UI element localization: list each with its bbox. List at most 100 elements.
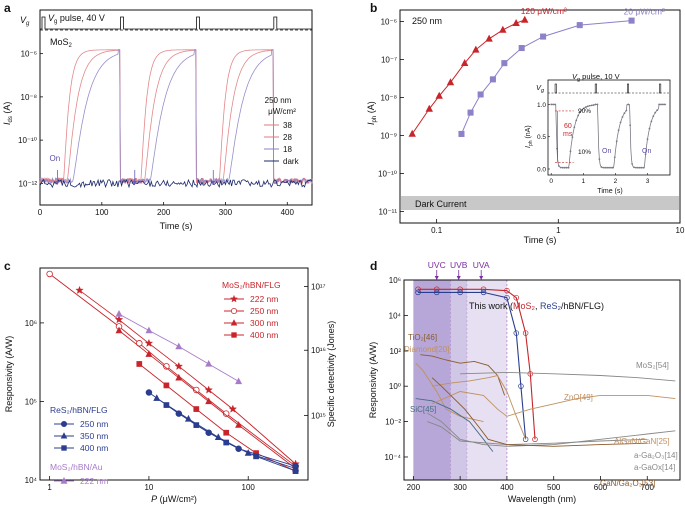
panel-c: c 1 10 100 10⁴ 10⁵ 10⁶ 10¹⁵ 10¹⁶ 10¹⁷ MoS₂/hBN/F…	[4, 259, 336, 504]
c-point	[163, 382, 170, 389]
b-inset-pt	[617, 129, 620, 132]
a-legend-title-2: μW/cm²	[268, 107, 296, 116]
d-this-work-marker	[522, 436, 529, 443]
a-ytick-label: 10⁻⁶	[21, 50, 37, 59]
b-inset-vg: Vg	[536, 83, 545, 94]
a-curve-38	[39, 49, 313, 185]
d-literature-line	[431, 391, 676, 417]
d-ytick-label: 10²	[389, 347, 401, 356]
d-literature-line	[415, 362, 484, 423]
c-point	[75, 285, 84, 294]
c-point	[175, 373, 183, 381]
a-axes: 0 100 200 300 400 10⁻¹² 10⁻¹⁰ 10⁻⁸ 10⁻⁶	[18, 50, 294, 217]
d-literature-label: Diamond[20]	[404, 345, 449, 354]
b-inset-pt	[652, 115, 655, 118]
b-inset-pt	[592, 104, 595, 106]
panel-a: a Vg Vg pulse, 40 V MoS2 0 100 200 300 400 10…	[2, 1, 313, 231]
b-inset-10: 10%	[578, 149, 591, 156]
b-point	[408, 129, 416, 137]
c-legend-label: 250 nm	[80, 419, 108, 429]
c-point	[204, 385, 213, 394]
b-ytick-label: 10⁻⁷	[381, 55, 397, 64]
b-inset-pt	[586, 105, 589, 108]
b-point	[628, 17, 635, 24]
b-inset-pt	[611, 166, 614, 169]
d-this-work-line	[418, 288, 536, 440]
c-legend-group1: MoS₂/hBN/FLG	[222, 280, 281, 290]
b-inset-pt	[610, 166, 612, 169]
d-band-UVB	[450, 280, 468, 480]
b-inset-pt	[621, 116, 624, 118]
c-legend-marker	[60, 420, 68, 428]
b-inset-xtick-label: 2	[614, 178, 618, 185]
d-literature-label: AlGaN/GaN[25]	[614, 437, 670, 446]
c-point	[163, 402, 170, 408]
d-this-work-marker	[513, 294, 520, 301]
b-ylabel: Iph (A)	[366, 101, 378, 125]
panel-c-letter: c	[4, 259, 11, 273]
panel-c-frame	[39, 267, 309, 481]
b-inset-pt	[654, 111, 657, 114]
a-legend: 250 nm μW/cm² 38 28 18 dark	[264, 96, 300, 166]
b-inset-90: 90%	[578, 108, 591, 115]
b-inset-pt	[561, 166, 564, 169]
c-point	[235, 377, 243, 385]
c-axes: 1 10 100 10⁴ 10⁵ 10⁶ 10¹⁵ 10¹⁶ 10¹⁷	[25, 283, 326, 492]
panel-b-frame	[399, 9, 681, 224]
d-literature-label: TiO₂[46]	[408, 333, 437, 342]
c-y2tick-label: 10¹⁵	[311, 412, 326, 421]
c-xtick-label: 10	[144, 483, 153, 492]
b-fit-line	[411, 19, 525, 135]
a-curve-dark	[39, 178, 313, 189]
b-inset-pt	[635, 166, 637, 169]
b-point	[467, 109, 474, 116]
b-inset-pt	[604, 166, 607, 169]
c-point	[193, 406, 200, 412]
c-line	[139, 363, 296, 472]
c-line	[166, 404, 296, 472]
b-inset-pt	[563, 166, 566, 169]
d-literature-line	[460, 371, 676, 382]
d-band-arrowhead	[456, 276, 461, 280]
a-ytick-label: 10⁻⁸	[21, 93, 38, 102]
d-this-work-marker	[480, 286, 487, 293]
d-xlabel: Wavelength (nm)	[508, 494, 576, 504]
b-inset-pt	[619, 121, 622, 124]
b-inset-delay: 60	[564, 123, 572, 130]
b-point	[576, 22, 583, 29]
d-literature-line	[432, 374, 527, 440]
panel-a-frame	[39, 9, 313, 206]
c-point	[292, 468, 299, 474]
panel-b-letter: b	[370, 1, 377, 15]
b-inset-pt	[550, 103, 553, 106]
c-legend-group2: ReS₂/hBN/FLG	[50, 405, 108, 415]
d-ytick-label: 10⁴	[389, 311, 402, 320]
c-point	[223, 439, 230, 446]
c-y2tick-label: 10¹⁷	[311, 283, 326, 292]
d-literature-label: a-GaOx[14]	[634, 463, 675, 472]
b-point	[485, 34, 493, 42]
b-inset-pt	[608, 166, 610, 169]
a-legend-label: dark	[283, 157, 300, 166]
d-xtick-label: 200	[407, 483, 421, 492]
b-dark-current-label: Dark Current	[415, 199, 467, 209]
b-point	[472, 45, 480, 53]
b-inset-pt	[627, 103, 630, 106]
a-pulse-label: Vg pulse, 40 V	[48, 13, 105, 25]
c-line	[79, 289, 296, 465]
d-xtick-label: 500	[547, 483, 561, 492]
b-inset-drawing: 0 1 2 3 0.0 0.5 1.0	[537, 83, 670, 185]
b-inset-pt	[636, 166, 639, 169]
b-inset-pt	[642, 166, 645, 169]
a-material-label: MoS2	[50, 37, 73, 49]
d-ytick-label: 10⁻²	[385, 418, 401, 427]
b-xlabel: Time (s)	[524, 235, 557, 245]
d-literature-line	[431, 377, 648, 447]
c-point	[175, 342, 183, 350]
b-point	[489, 76, 496, 83]
d-this-work-marker	[532, 436, 538, 443]
a-curves: On	[39, 49, 313, 189]
b-inset-pt	[558, 165, 560, 167]
b-inset-pt	[640, 166, 643, 169]
b-ytick-label: 10⁻¹⁰	[378, 170, 397, 179]
